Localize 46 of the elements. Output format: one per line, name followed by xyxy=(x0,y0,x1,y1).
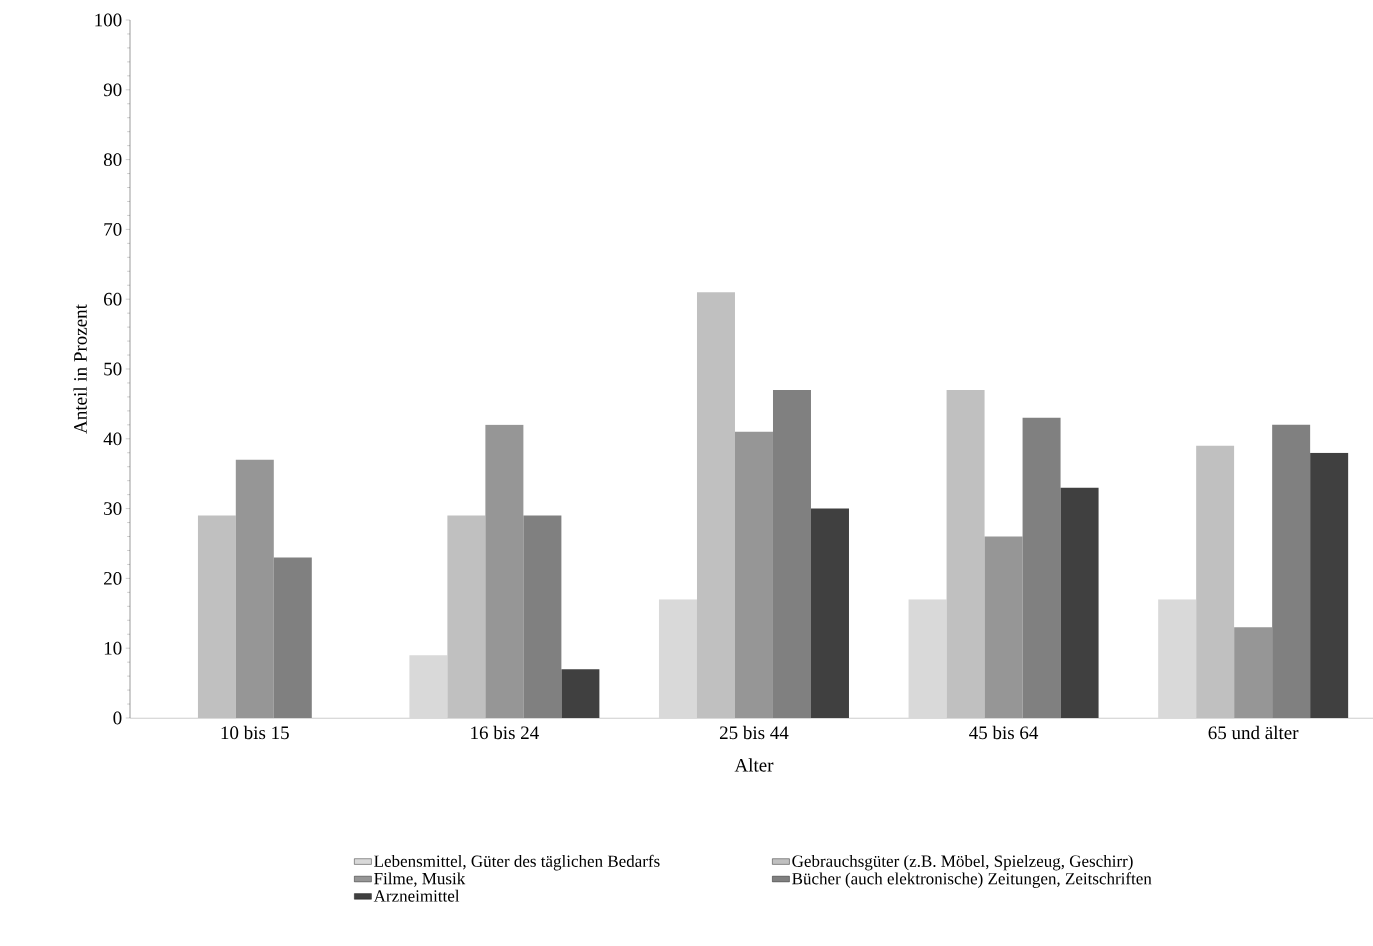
bar xyxy=(409,655,448,718)
bar xyxy=(1158,599,1197,718)
bar xyxy=(1196,445,1235,718)
y-tick-label: 60 xyxy=(104,292,122,306)
bar xyxy=(734,431,773,718)
bar xyxy=(1022,417,1061,718)
y-tick-label: 30 xyxy=(104,502,122,516)
x-tick-label: 45 bis 64 xyxy=(969,725,1039,740)
bar xyxy=(1234,627,1273,718)
y-tick-label: 20 xyxy=(104,572,122,585)
bar xyxy=(1060,487,1099,718)
y-tick-label: 100 xyxy=(95,13,122,27)
bar xyxy=(447,515,486,718)
bar xyxy=(696,292,735,718)
y-tick-label: 50 xyxy=(104,362,122,376)
bar xyxy=(1310,452,1349,718)
bar xyxy=(235,459,274,718)
x-axis-title: Alter xyxy=(734,758,774,772)
y-tick-label: 80 xyxy=(103,153,122,167)
bar xyxy=(658,599,697,718)
bar xyxy=(810,508,849,718)
bar xyxy=(1272,424,1311,718)
bar xyxy=(523,515,562,718)
bar xyxy=(946,389,985,718)
legend-label: Gebrauchsgüter (z.B. Möbel, Spielzeug, Geschirr) xyxy=(792,854,1133,871)
bar xyxy=(561,669,600,718)
y-tick-label: 10 xyxy=(104,641,122,655)
y-axis-title: Anteil in Prozent xyxy=(73,304,87,434)
bar xyxy=(908,599,947,718)
bar xyxy=(197,515,236,718)
bar xyxy=(772,389,811,718)
legend-label: Filme, Musik xyxy=(374,872,466,887)
y-tick-label: 90 xyxy=(103,83,122,97)
bar xyxy=(485,424,524,718)
x-tick-label: 16 bis 24 xyxy=(471,725,539,740)
x-tick-label: 10 bis 15 xyxy=(221,725,289,740)
x-tick-label: 65 und älter xyxy=(1208,725,1299,740)
legend-label: Bücher (auch elektronische) Zeitungen, Zeitschriften xyxy=(792,872,1152,888)
legend-label: Arzneimittel xyxy=(373,889,460,902)
x-tick-label: 25 bis 44 xyxy=(719,725,789,740)
legend-label: Lebensmittel, Güter des täglichen Bedarfs xyxy=(374,854,660,871)
bar xyxy=(984,536,1023,718)
y-tick-label: 70 xyxy=(104,223,122,236)
y-tick-label: 0 xyxy=(113,711,122,725)
y-tick-label: 40 xyxy=(103,432,122,446)
bar xyxy=(273,557,312,718)
